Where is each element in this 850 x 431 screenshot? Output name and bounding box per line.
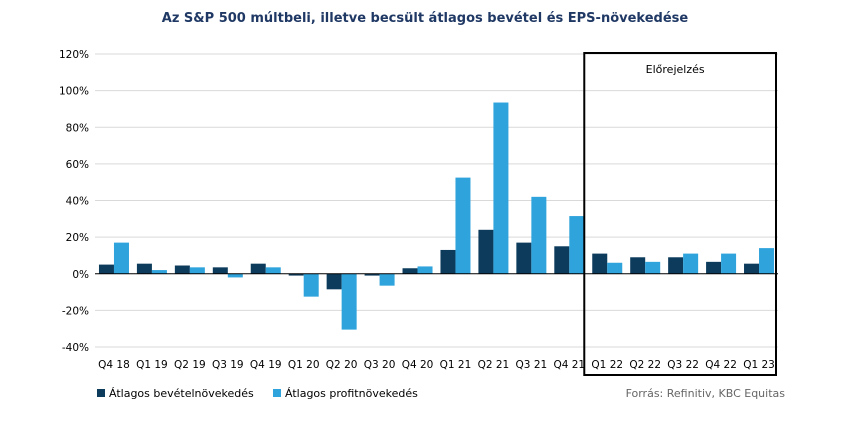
y-tick-label: -40%: [62, 342, 89, 354]
legend: Átlagos bevételnövekedés Átlagos profitn…: [97, 387, 418, 400]
bar-revenue-growth: [440, 249, 456, 274]
source-note: Forrás: Refinitiv, KBC Equitas: [626, 387, 786, 400]
x-tick-label: Q4 21: [553, 359, 585, 371]
x-tick-label: Q1 20: [288, 359, 320, 371]
bar-profit-growth: [569, 216, 585, 274]
bar-revenue-growth: [516, 242, 532, 274]
y-tick-label: 40%: [66, 196, 89, 208]
bar-profit-growth: [151, 270, 167, 274]
bar-revenue-growth: [364, 273, 380, 276]
bar-profit-growth: [303, 273, 319, 297]
bar-revenue-growth: [250, 263, 266, 274]
bar-revenue-growth: [288, 273, 304, 276]
y-tick-label: 0%: [72, 269, 89, 281]
x-tick-label: Q4 19: [250, 359, 282, 371]
bar-profit-growth: [379, 273, 395, 286]
y-tick-label: 20%: [66, 232, 89, 244]
x-tick-label: Q1 23: [743, 359, 775, 371]
x-tick-label: Q4 22: [705, 359, 737, 371]
bar-revenue-growth: [402, 268, 418, 274]
bar-revenue-growth: [326, 273, 342, 290]
bar-profit-growth: [683, 253, 699, 274]
bar-profit-growth: [531, 196, 547, 274]
y-tick-label: 60%: [66, 159, 89, 171]
bar-profit-growth: [455, 177, 471, 274]
chart-title: Az S&P 500 múltbeli, illetve becsült átl…: [162, 11, 689, 26]
x-tick-label: Q2 20: [326, 359, 358, 371]
bar-profit-growth: [417, 266, 433, 274]
bar-revenue-growth: [174, 265, 190, 274]
bar-profit-growth: [341, 273, 357, 330]
x-axis: Q4 18 Q1 19 Q2 19 Q3 19 Q4 19 Q1 20 Q2 20 Q3 20…: [95, 273, 778, 371]
bar-revenue-growth: [554, 246, 570, 274]
y-axis: -40% -20% 0% 20% 40% 60% 80% 100% 120%: [59, 49, 89, 354]
bar-profit-growth: [759, 248, 775, 274]
bar-revenue-growth: [212, 267, 228, 274]
x-tick-label: Q1 22: [591, 359, 623, 371]
x-tick-label: Q4 18: [98, 359, 130, 371]
y-tick-label: -20%: [62, 305, 89, 317]
bar-revenue-growth: [98, 264, 114, 274]
bar-profit-growth: [189, 267, 205, 274]
bar-revenue-growth: [478, 229, 494, 274]
bar-profit-growth: [607, 262, 623, 274]
bars: [98, 102, 775, 330]
bar-revenue-growth: [706, 261, 722, 274]
y-tick-label: 100%: [59, 86, 89, 98]
y-tick-label: 120%: [59, 49, 89, 61]
bar-revenue-growth: [592, 253, 608, 274]
gridlines: [95, 53, 778, 348]
bar-profit-growth: [645, 261, 661, 274]
bar-profit-growth: [493, 102, 509, 274]
x-tick-label: Q3 22: [667, 359, 699, 371]
bar-profit-growth: [721, 253, 737, 274]
bar-revenue-growth: [668, 257, 684, 274]
x-tick-label: Q1 21: [440, 359, 472, 371]
x-tick-label: Q3 19: [212, 359, 244, 371]
legend-swatch-revenue: [97, 389, 105, 397]
forecast-label: Előrejelzés: [646, 63, 705, 76]
x-tick-label: Q3 21: [516, 359, 548, 371]
bar-revenue-growth: [744, 263, 760, 274]
bar-profit-growth: [227, 273, 243, 278]
x-tick-label: Q2 21: [478, 359, 510, 371]
legend-swatch-profit: [273, 389, 281, 397]
bar-profit-growth: [113, 242, 129, 274]
legend-label-profit: Átlagos profitnövekedés: [285, 387, 418, 400]
legend-label-revenue: Átlagos bevételnövekedés: [109, 387, 254, 400]
x-tick-label: Q1 19: [136, 359, 168, 371]
x-tick-label: Q3 20: [364, 359, 396, 371]
x-tick-label: Q2 22: [629, 359, 661, 371]
bar-revenue-growth: [136, 263, 152, 274]
y-tick-label: 80%: [66, 122, 89, 134]
forecast-box: [583, 52, 777, 376]
bar-profit-growth: [265, 267, 281, 274]
x-tick-label: Q2 19: [174, 359, 206, 371]
x-tick-label: Q4 20: [402, 359, 434, 371]
bar-revenue-growth: [630, 257, 646, 274]
